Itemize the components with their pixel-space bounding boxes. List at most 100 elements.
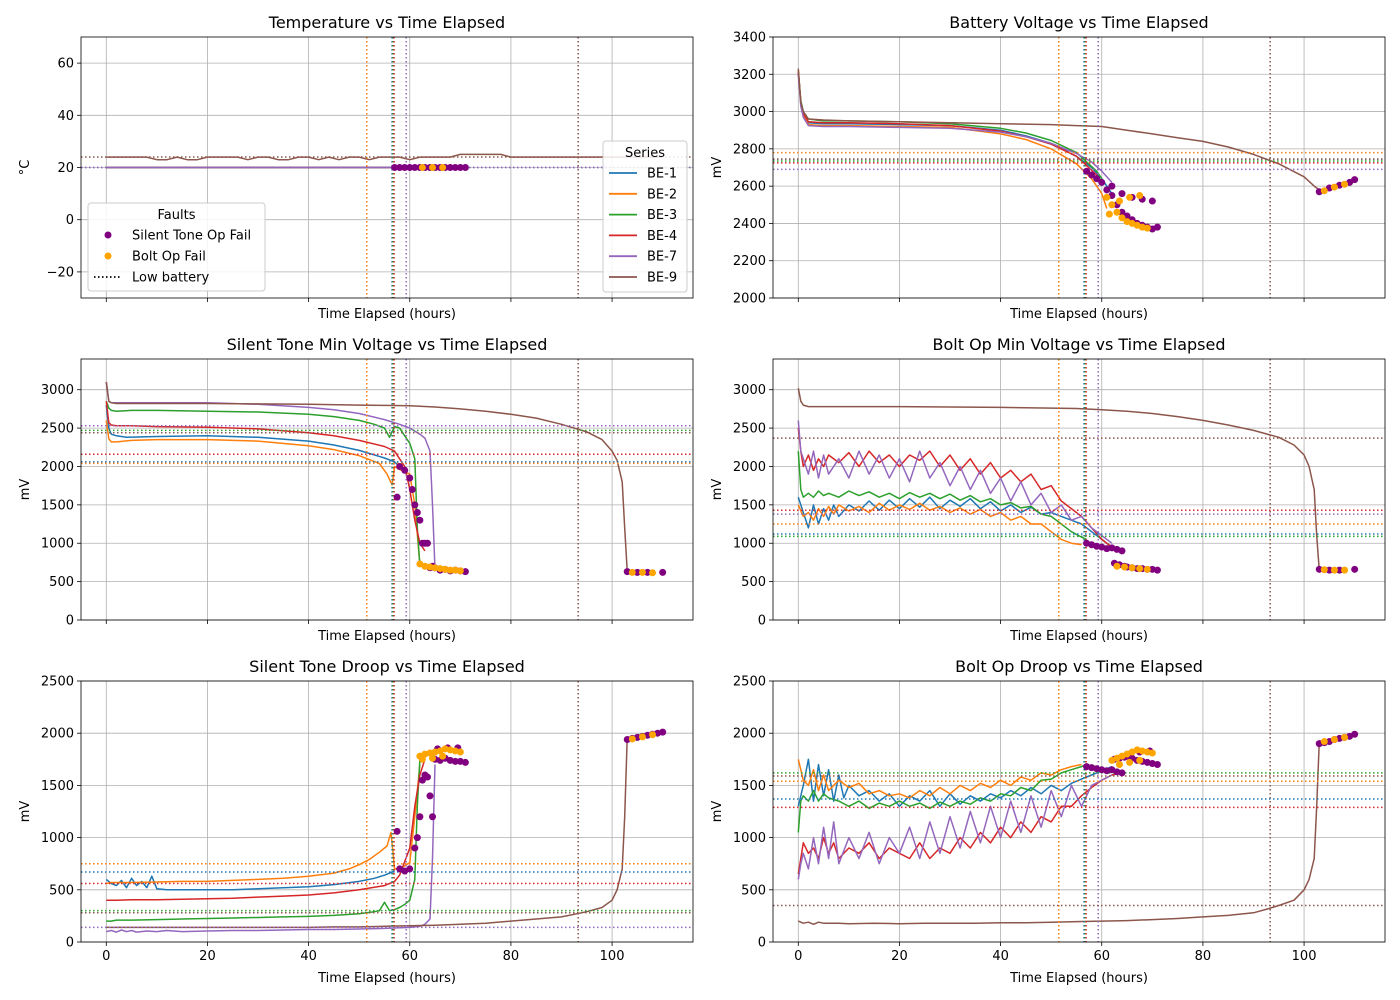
silent-tone-op-fail-point bbox=[1325, 566, 1333, 574]
y-tick-label: 2000 bbox=[733, 292, 766, 307]
series-line-be-3 bbox=[797, 763, 1087, 833]
silent-tone-op-fail-point bbox=[1118, 208, 1126, 216]
x-tick-label: 20 bbox=[891, 949, 908, 964]
legend-label: Bolt Op Fail bbox=[132, 250, 206, 265]
bolt-op-fail-point bbox=[439, 164, 447, 171]
y-tick-label: 500 bbox=[741, 575, 766, 590]
y-tick-label: 2000 bbox=[733, 460, 766, 475]
silent-tone-op-fail-point bbox=[429, 813, 437, 821]
x-tick-label: 40 bbox=[300, 949, 317, 964]
y-tick-label: 1000 bbox=[733, 831, 766, 846]
silent-tone-op-fail-point bbox=[633, 568, 641, 576]
x-tick-label: 80 bbox=[503, 949, 520, 964]
legend-box bbox=[602, 140, 688, 293]
faults-legend: Faults Silent Tone Op Fail Bolt Op Fail Low… bbox=[87, 202, 266, 292]
bolt-op-fail-point bbox=[1113, 208, 1121, 216]
bolt-op-fail-point bbox=[1126, 758, 1134, 766]
y-tick-label: 1500 bbox=[41, 779, 74, 794]
bolt-op-fail-point bbox=[429, 164, 437, 171]
bolt-op-fail-point bbox=[1128, 564, 1136, 572]
silent-tone-op-fail-point bbox=[406, 865, 414, 873]
bolt-op-fail-point bbox=[1341, 733, 1349, 741]
axes-frame bbox=[772, 680, 1386, 943]
x-tick-label: 0 bbox=[794, 949, 802, 964]
chart-title: Bolt Op Droop vs Time Elapsed bbox=[955, 657, 1203, 676]
silent-tone-op-fail-point bbox=[1148, 197, 1156, 205]
bolt-op-fail-point bbox=[1118, 214, 1126, 222]
bolt-op-fail-point bbox=[628, 568, 636, 576]
chart-title: Silent Tone Min Voltage vs Time Elapsed bbox=[227, 335, 548, 354]
y-tick-label: 2600 bbox=[733, 180, 766, 195]
series-line-be-3 bbox=[106, 759, 421, 922]
y-tick-label: 0 bbox=[758, 614, 766, 629]
x-tick-label: 60 bbox=[1093, 949, 1110, 964]
bolt-op-fail-point bbox=[456, 567, 464, 575]
y-tick-label: 3200 bbox=[733, 68, 766, 83]
y-tick-label: 2400 bbox=[733, 217, 766, 232]
silent-tone-op-fail-point bbox=[1351, 730, 1359, 738]
chart-title: Temperature vs Time Elapsed bbox=[268, 13, 505, 32]
silent-tone-op-fail-point bbox=[1088, 171, 1096, 179]
x-axis-label: Time Elapsed (hours) bbox=[317, 971, 456, 986]
y-tick-label: 1500 bbox=[733, 498, 766, 513]
silent-tone-op-fail-point bbox=[1153, 566, 1161, 574]
legend-label: BE-4 bbox=[647, 229, 677, 244]
series-line-be-4 bbox=[797, 72, 1103, 183]
legend-marker bbox=[104, 252, 112, 260]
axes-frame bbox=[772, 36, 1386, 299]
legend-title: Faults bbox=[158, 208, 196, 223]
bolt-op-fail-point bbox=[1320, 566, 1328, 574]
series-line-be-1 bbox=[105, 405, 401, 468]
silent-tone-op-fail-point bbox=[1103, 186, 1111, 194]
y-axis-label: mV bbox=[18, 801, 33, 823]
y-tick-label: 2500 bbox=[41, 422, 74, 437]
bolt-op-fail-point bbox=[1136, 191, 1144, 199]
silent-tone-op-fail-point bbox=[396, 462, 404, 470]
plot-area bbox=[81, 359, 693, 620]
legend-label: Low battery bbox=[132, 271, 209, 286]
series-line-be-9 bbox=[105, 381, 628, 571]
chart-panel-2: 2000 2200 2400 2600 2800 3000 3200 3400 Battery … bbox=[710, 13, 1386, 322]
y-tick-label: 1000 bbox=[41, 831, 74, 846]
axes-frame bbox=[772, 358, 1386, 621]
silent-tone-op-fail-point bbox=[391, 164, 399, 171]
silent-tone-op-fail-point bbox=[401, 466, 409, 474]
silent-tone-op-fail-point bbox=[451, 164, 459, 171]
silent-tone-op-fail-point bbox=[406, 164, 414, 171]
bolt-op-fail-point bbox=[1320, 738, 1328, 746]
series-line-be-4 bbox=[797, 772, 1123, 875]
y-tick-label: 0 bbox=[66, 936, 74, 951]
bolt-op-fail-point bbox=[1105, 210, 1113, 218]
bolt-op-fail-point bbox=[1330, 566, 1338, 574]
x-tick-label: 80 bbox=[1195, 949, 1212, 964]
legend-box bbox=[87, 202, 266, 292]
silent-tone-op-fail-point bbox=[416, 813, 424, 821]
bolt-op-fail-point bbox=[456, 748, 464, 756]
silent-tone-op-fail-point bbox=[411, 844, 419, 852]
y-tick-label: −20 bbox=[47, 265, 74, 280]
silent-tone-op-fail-point bbox=[406, 474, 414, 482]
silent-tone-op-fail-point bbox=[411, 164, 419, 171]
series-line-be-9 bbox=[797, 388, 1320, 570]
series-line-be-9 bbox=[798, 743, 1320, 926]
bolt-op-fail-point bbox=[1103, 193, 1111, 201]
series-line-be-1 bbox=[797, 758, 1113, 808]
series-line-be-7 bbox=[797, 774, 1113, 880]
bolt-op-fail-point bbox=[1115, 761, 1123, 769]
bolt-op-fail-point bbox=[1320, 187, 1328, 195]
bolt-op-fail-point bbox=[418, 755, 426, 763]
x-axis-label: Time Elapsed (hours) bbox=[1009, 307, 1148, 322]
y-tick-label: 3000 bbox=[733, 383, 766, 398]
silent-tone-op-fail-point bbox=[643, 568, 651, 576]
bolt-op-fail-point bbox=[649, 569, 657, 577]
x-tick-label: 0 bbox=[102, 949, 110, 964]
bolt-op-fail-point bbox=[1108, 201, 1116, 209]
silent-tone-op-fail-point bbox=[1098, 178, 1106, 186]
silent-tone-op-fail-point bbox=[659, 568, 667, 576]
y-tick-label: 2500 bbox=[733, 422, 766, 437]
silent-tone-op-fail-point bbox=[446, 164, 454, 171]
y-tick-label: 1000 bbox=[41, 537, 74, 552]
